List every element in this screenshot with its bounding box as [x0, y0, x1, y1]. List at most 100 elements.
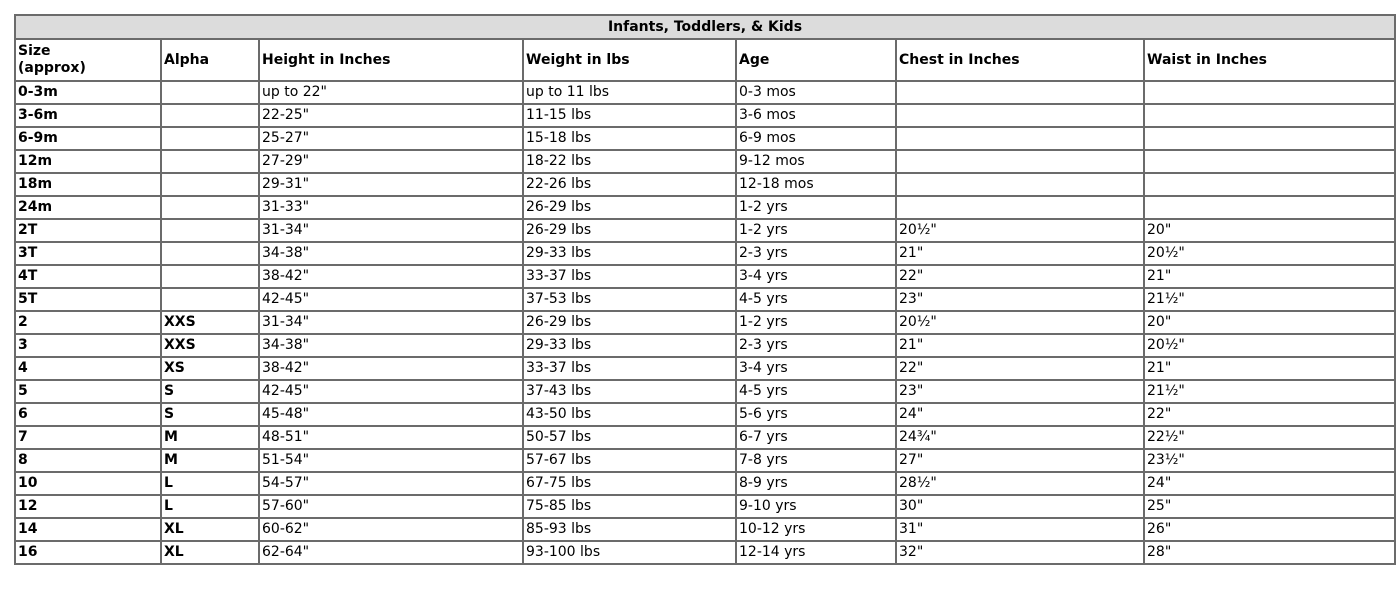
cell-size: 4T: [14, 264, 162, 289]
cell-height: 29-31": [258, 172, 524, 197]
cell-age: 9-10 yrs: [735, 494, 897, 519]
cell-chest: 28½": [895, 471, 1145, 496]
cell-waist: [1142, 80, 1397, 105]
cell-waist: 28": [1142, 540, 1397, 565]
cell-size: 6: [14, 402, 162, 427]
cell-size: 8: [14, 448, 162, 473]
cell-age: 6-7 yrs: [735, 425, 897, 450]
cell-alpha: XL: [160, 540, 260, 565]
cell-age: 10-12 yrs: [735, 517, 897, 542]
cell-chest: 27": [895, 448, 1145, 473]
cell-waist: 20": [1142, 218, 1397, 243]
cell-height: 48-51": [258, 425, 524, 450]
cell-alpha: [160, 241, 260, 266]
cell-size: 16: [14, 540, 162, 565]
cell-age: 4-5 yrs: [735, 379, 897, 404]
cell-alpha: [160, 172, 260, 197]
cell-chest: [895, 126, 1145, 151]
cell-age: 1-2 yrs: [735, 195, 897, 220]
cell-weight: 85-93 lbs: [522, 517, 737, 542]
table-row: 3T 34-38" 29-33 lbs 2-3 yrs 21" 20½": [14, 241, 1397, 266]
cell-waist: 20½": [1142, 333, 1397, 358]
table-row: 10 L 54-57" 67-75 lbs 8-9 yrs 28½" 24": [14, 471, 1397, 496]
cell-alpha: [160, 126, 260, 151]
cell-chest: 24¾": [895, 425, 1145, 450]
cell-alpha: S: [160, 402, 260, 427]
table-row: 3-6m 22-25" 11-15 lbs 3-6 mos: [14, 103, 1397, 128]
cell-weight: 57-67 lbs: [522, 448, 737, 473]
cell-weight: 15-18 lbs: [522, 126, 737, 151]
cell-chest: [895, 149, 1145, 174]
cell-age: 5-6 yrs: [735, 402, 897, 427]
cell-height: 38-42": [258, 356, 524, 381]
cell-size: 3T: [14, 241, 162, 266]
cell-chest: 20½": [895, 310, 1145, 335]
header-weight: Weight in lbs: [522, 38, 737, 82]
table-title: Infants, Toddlers, & Kids: [13, 14, 1397, 40]
header-chest: Chest in Inches: [895, 38, 1145, 82]
cell-waist: 25": [1142, 494, 1397, 519]
cell-height: 31-34": [258, 310, 524, 335]
cell-size: 0-3m: [14, 80, 162, 105]
table-row: 5 S 42-45" 37-43 lbs 4-5 yrs 23" 21½": [14, 379, 1397, 404]
cell-alpha: [160, 195, 260, 220]
cell-size: 6-9m: [14, 126, 162, 151]
cell-height: 62-64": [258, 540, 524, 565]
cell-age: 2-3 yrs: [735, 333, 897, 358]
cell-size: 2: [14, 310, 162, 335]
cell-size: 7: [14, 425, 162, 450]
cell-chest: 30": [895, 494, 1145, 519]
cell-age: 3-4 yrs: [735, 264, 897, 289]
cell-size: 4: [14, 356, 162, 381]
size-chart-table: Infants, Toddlers, & Kids Size (approx) A…: [13, 14, 1397, 565]
cell-alpha: XXS: [160, 310, 260, 335]
cell-weight: 93-100 lbs: [522, 540, 737, 565]
cell-height: 54-57": [258, 471, 524, 496]
cell-chest: 22": [895, 356, 1145, 381]
table-row: 14 XL 60-62" 85-93 lbs 10-12 yrs 31" 26": [14, 517, 1397, 542]
cell-age: 3-6 mos: [735, 103, 897, 128]
cell-size: 14: [14, 517, 162, 542]
cell-weight: 33-37 lbs: [522, 356, 737, 381]
cell-age: 7-8 yrs: [735, 448, 897, 473]
cell-height: 22-25": [258, 103, 524, 128]
header-row: Size (approx) Alpha Height in Inches Weight…: [14, 38, 1397, 82]
cell-age: 3-4 yrs: [735, 356, 897, 381]
cell-height: 42-45": [258, 287, 524, 312]
table-row: 18m 29-31" 22-26 lbs 12-18 mos: [14, 172, 1397, 197]
cell-size: 3-6m: [14, 103, 162, 128]
cell-waist: [1142, 103, 1397, 128]
cell-age: 1-2 yrs: [735, 310, 897, 335]
cell-weight: 67-75 lbs: [522, 471, 737, 496]
cell-chest: 23": [895, 287, 1145, 312]
cell-weight: 43-50 lbs: [522, 402, 737, 427]
cell-height: 51-54": [258, 448, 524, 473]
table-row: 7 M 48-51" 50-57 lbs 6-7 yrs 24¾" 22½": [14, 425, 1397, 450]
cell-alpha: M: [160, 425, 260, 450]
header-height: Height in Inches: [258, 38, 524, 82]
header-size: Size (approx): [14, 38, 162, 82]
cell-alpha: M: [160, 448, 260, 473]
cell-alpha: [160, 103, 260, 128]
cell-height: 25-27": [258, 126, 524, 151]
cell-waist: 22": [1142, 402, 1397, 427]
cell-chest: [895, 103, 1145, 128]
cell-age: 2-3 yrs: [735, 241, 897, 266]
cell-size: 18m: [14, 172, 162, 197]
cell-age: 6-9 mos: [735, 126, 897, 151]
header-alpha: Alpha: [160, 38, 260, 82]
cell-age: 8-9 yrs: [735, 471, 897, 496]
cell-size: 2T: [14, 218, 162, 243]
cell-alpha: [160, 80, 260, 105]
cell-weight: 26-29 lbs: [522, 218, 737, 243]
table-row: 2T 31-34" 26-29 lbs 1-2 yrs 20½" 20": [14, 218, 1397, 243]
cell-waist: 21": [1142, 356, 1397, 381]
cell-alpha: [160, 264, 260, 289]
cell-weight: 33-37 lbs: [522, 264, 737, 289]
cell-alpha: L: [160, 471, 260, 496]
cell-chest: 31": [895, 517, 1145, 542]
cell-weight: 75-85 lbs: [522, 494, 737, 519]
cell-chest: [895, 172, 1145, 197]
cell-size: 24m: [14, 195, 162, 220]
table-row: 4 XS 38-42" 33-37 lbs 3-4 yrs 22" 21": [14, 356, 1397, 381]
